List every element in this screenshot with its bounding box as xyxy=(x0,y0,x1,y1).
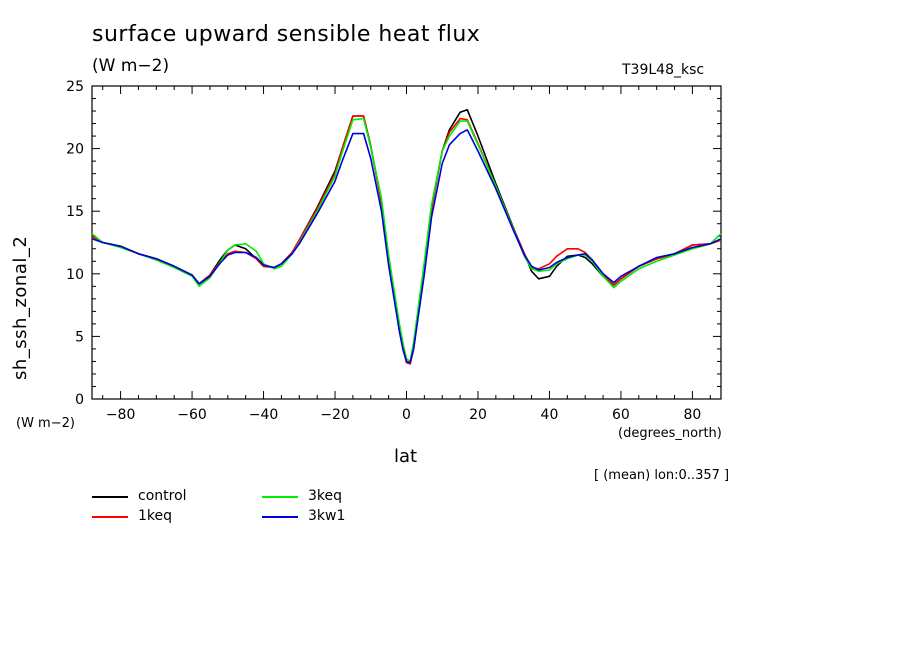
chart-title: surface upward sensible heat flux xyxy=(92,22,481,47)
legend-swatch xyxy=(92,516,128,518)
legend-label: control xyxy=(138,488,187,504)
y-tick-label: 15 xyxy=(66,204,84,220)
footnote: [ (mean) lon:0..357 ] xyxy=(594,468,730,483)
units-label: (W m−2) xyxy=(92,56,170,76)
x-tick-label: −20 xyxy=(320,407,350,423)
x-tick-label: 40 xyxy=(541,407,559,423)
legend-label: 3kw1 xyxy=(308,508,346,524)
x-tick-label: 0 xyxy=(402,407,411,423)
series-line-3keq xyxy=(91,117,722,363)
y-tick-label: 10 xyxy=(66,267,84,283)
y-tick-label: 20 xyxy=(66,142,84,158)
x-tick-label: −40 xyxy=(249,407,279,423)
legend-label: 3keq xyxy=(308,488,343,504)
run-label: T39L48_ksc xyxy=(622,62,705,78)
x-axis-units: (degrees_north) xyxy=(618,426,722,441)
plot-frame xyxy=(91,85,722,400)
x-axis-label: lat xyxy=(394,446,418,467)
legend-label: 1keq xyxy=(138,508,173,524)
y-tick-label: 5 xyxy=(75,329,84,345)
series-line-3kw1 xyxy=(91,129,722,364)
legend-swatch xyxy=(262,516,298,518)
y-tick-label: 0 xyxy=(75,392,84,408)
x-tick-label: 60 xyxy=(612,407,630,423)
legend-swatch xyxy=(92,496,128,498)
x-tick-label: 20 xyxy=(469,407,487,423)
y-axis-units: (W m−2) xyxy=(16,416,75,431)
x-tick-label: −80 xyxy=(106,407,136,423)
series-line-1keq xyxy=(91,115,722,365)
y-tick-label: 25 xyxy=(66,79,84,95)
series-line-control xyxy=(91,109,722,365)
legend-swatch xyxy=(262,496,298,498)
x-tick-label: 80 xyxy=(683,407,701,423)
x-tick-label: −60 xyxy=(177,407,207,423)
